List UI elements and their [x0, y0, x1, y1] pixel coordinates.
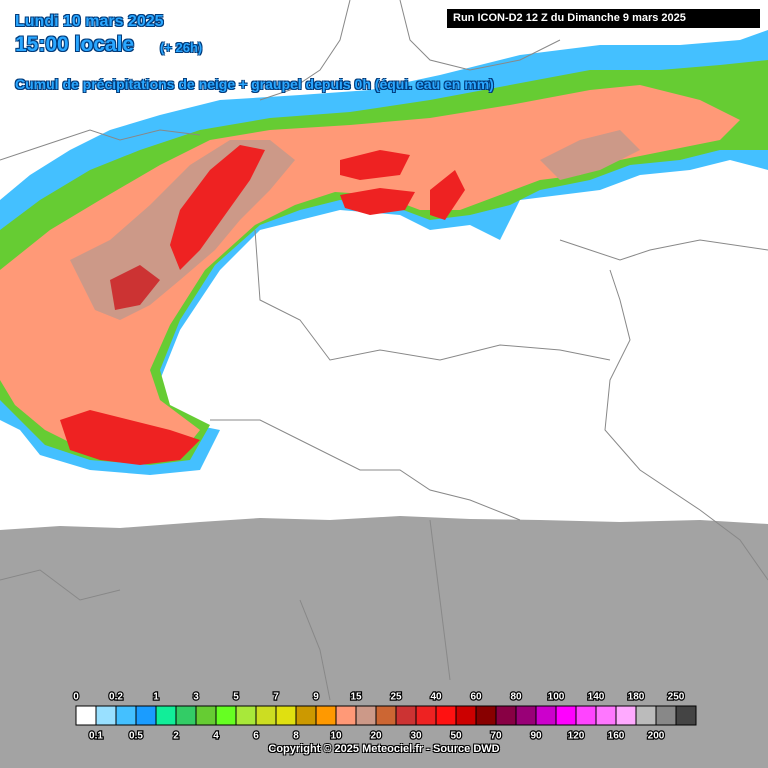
border [254, 229, 611, 361]
legend-label: 4 [213, 731, 219, 742]
border [0, 129, 201, 161]
legend-swatch [675, 705, 697, 726]
copyright: Copyright © 2025 Meteociel.fr - Source D… [268, 743, 500, 755]
legend-label: 120 [568, 731, 585, 742]
legend-swatch [115, 705, 137, 726]
legend-swatch [155, 705, 177, 726]
legend-swatch [495, 705, 517, 726]
coast [429, 519, 451, 681]
legend-swatch [455, 705, 477, 726]
legend-label: 200 [648, 731, 665, 742]
run-info: Run ICON-D2 12 Z du Dimanche 9 mars 2025 [447, 9, 760, 28]
snow-core [60, 410, 200, 465]
legend-swatch [135, 705, 157, 726]
legend-label: 0 [73, 692, 79, 703]
legend-swatch [75, 705, 97, 726]
border [259, 0, 351, 101]
legend-label: 6 [253, 731, 259, 742]
legend-label: 250 [668, 692, 685, 703]
legend-label: 50 [450, 731, 462, 742]
legend-label: 9 [313, 692, 319, 703]
legend-swatch [655, 705, 677, 726]
legend-label: 70 [490, 731, 502, 742]
legend-label: 0.1 [89, 731, 103, 742]
legend-swatch [255, 705, 277, 726]
legend-label: 25 [390, 692, 402, 703]
snow-core [340, 188, 415, 215]
legend-swatch [475, 705, 497, 726]
legend-swatch [595, 705, 617, 726]
legend-label: 20 [370, 731, 382, 742]
legend-label: 160 [608, 731, 625, 742]
legend-label: 40 [430, 692, 442, 703]
legend-swatch [515, 705, 537, 726]
legend-swatch [435, 705, 457, 726]
legend-swatch [635, 705, 657, 726]
legend-swatch [315, 705, 337, 726]
coast [299, 599, 331, 701]
legend-swatch [235, 705, 257, 726]
legend: 0 0.1 0.2 0.5 1 2 3 4 5 6 7 8 9 10 15 20 25 30 40 50 60 70 80 9… [72, 690, 697, 743]
legend-label: 8 [293, 731, 299, 742]
border [559, 239, 768, 261]
legend-label: 1 [153, 692, 159, 703]
legend-label: 90 [530, 731, 542, 742]
legend-swatch [335, 705, 357, 726]
legend-swatch [275, 705, 297, 726]
legend-label: 15 [350, 692, 362, 703]
legend-swatch [615, 705, 637, 726]
snow-core [340, 150, 410, 180]
legend-swatch [375, 705, 397, 726]
legend-label: 0.2 [109, 692, 123, 703]
legend-label: 60 [470, 692, 482, 703]
legend-label: 30 [410, 731, 422, 742]
legend-label: 3 [193, 692, 199, 703]
coast [0, 569, 121, 601]
legend-label: 7 [273, 692, 279, 703]
legend-label: 80 [510, 692, 522, 703]
date: Lundi 10 mars 2025 [15, 13, 164, 30]
legend-swatch [215, 705, 237, 726]
legend-swatch [295, 705, 317, 726]
legend-swatch [395, 705, 417, 726]
legend-label: 5 [233, 692, 239, 703]
legend-swatch [175, 705, 197, 726]
no-data-area [0, 516, 768, 768]
legend-swatch [415, 705, 437, 726]
legend-swatch [535, 705, 557, 726]
legend-label: 180 [628, 692, 645, 703]
snow-core [110, 265, 160, 310]
legend-swatch [555, 705, 577, 726]
snow-core [430, 170, 465, 220]
legend-label: 0.5 [129, 731, 143, 742]
time: 15:00 locale [15, 33, 135, 56]
legend-label: 140 [588, 692, 605, 703]
legend-label: 10 [330, 731, 342, 742]
legend-swatch [575, 705, 597, 726]
snow-core [170, 145, 265, 270]
coast [210, 419, 521, 521]
border [399, 0, 561, 71]
borders [0, 0, 768, 701]
legend-swatch [195, 705, 217, 726]
legend-swatch [355, 705, 377, 726]
legend-swatch [95, 705, 117, 726]
description: Cumul de précipitations de neige + graup… [15, 76, 494, 92]
coast [604, 269, 768, 581]
legend-label: 100 [548, 692, 565, 703]
legend-label: 2 [173, 731, 179, 742]
lead-time: (+ 26h) [160, 40, 203, 55]
snow-band-brown [540, 130, 640, 180]
